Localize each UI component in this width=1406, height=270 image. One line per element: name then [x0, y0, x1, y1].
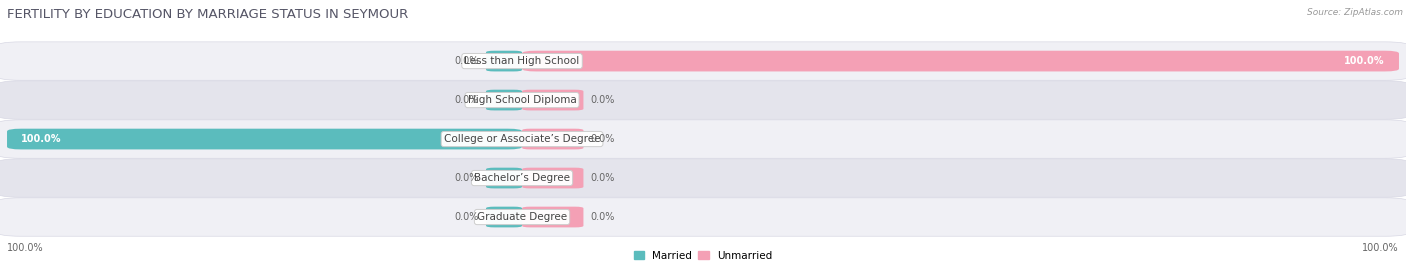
- Text: 0.0%: 0.0%: [591, 134, 614, 144]
- FancyBboxPatch shape: [522, 207, 583, 227]
- Text: 100.0%: 100.0%: [1362, 243, 1399, 253]
- Text: 0.0%: 0.0%: [454, 173, 479, 183]
- FancyBboxPatch shape: [0, 81, 1406, 119]
- Text: 0.0%: 0.0%: [454, 56, 479, 66]
- Text: Bachelor’s Degree: Bachelor’s Degree: [474, 173, 569, 183]
- Text: 100.0%: 100.0%: [21, 134, 62, 144]
- Text: Graduate Degree: Graduate Degree: [477, 212, 567, 222]
- FancyBboxPatch shape: [486, 90, 522, 110]
- Text: 100.0%: 100.0%: [1344, 56, 1385, 66]
- FancyBboxPatch shape: [522, 51, 1399, 72]
- Text: 0.0%: 0.0%: [591, 95, 614, 105]
- FancyBboxPatch shape: [0, 159, 1406, 197]
- FancyBboxPatch shape: [522, 129, 583, 149]
- Text: 100.0%: 100.0%: [7, 243, 44, 253]
- Text: 0.0%: 0.0%: [591, 212, 614, 222]
- Legend: Married, Unmarried: Married, Unmarried: [630, 247, 776, 265]
- FancyBboxPatch shape: [522, 168, 583, 188]
- FancyBboxPatch shape: [0, 120, 1406, 158]
- Text: 0.0%: 0.0%: [454, 212, 479, 222]
- FancyBboxPatch shape: [0, 42, 1406, 80]
- FancyBboxPatch shape: [486, 168, 522, 188]
- FancyBboxPatch shape: [522, 90, 583, 110]
- Text: FERTILITY BY EDUCATION BY MARRIAGE STATUS IN SEYMOUR: FERTILITY BY EDUCATION BY MARRIAGE STATU…: [7, 8, 408, 21]
- FancyBboxPatch shape: [486, 51, 522, 72]
- Text: 0.0%: 0.0%: [591, 173, 614, 183]
- Text: High School Diploma: High School Diploma: [468, 95, 576, 105]
- FancyBboxPatch shape: [7, 129, 522, 149]
- Text: 0.0%: 0.0%: [454, 95, 479, 105]
- FancyBboxPatch shape: [486, 207, 522, 227]
- Text: College or Associate’s Degree: College or Associate’s Degree: [444, 134, 600, 144]
- Text: Source: ZipAtlas.com: Source: ZipAtlas.com: [1308, 8, 1403, 17]
- FancyBboxPatch shape: [0, 198, 1406, 236]
- Text: Less than High School: Less than High School: [464, 56, 579, 66]
